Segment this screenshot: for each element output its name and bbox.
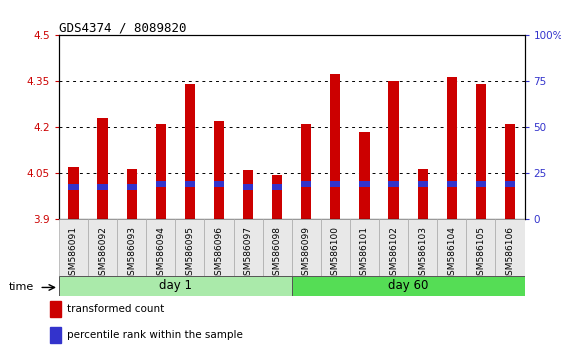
Bar xyxy=(127,184,137,190)
FancyBboxPatch shape xyxy=(146,219,175,276)
FancyBboxPatch shape xyxy=(117,219,146,276)
Bar xyxy=(214,121,224,219)
Bar xyxy=(476,85,486,219)
Bar xyxy=(388,81,399,219)
FancyBboxPatch shape xyxy=(175,219,204,276)
Bar xyxy=(185,85,195,219)
Text: GSM586103: GSM586103 xyxy=(418,226,427,281)
Text: percentile rank within the sample: percentile rank within the sample xyxy=(67,330,243,340)
FancyBboxPatch shape xyxy=(263,219,292,276)
Bar xyxy=(243,184,253,190)
Text: GSM586093: GSM586093 xyxy=(127,226,136,281)
Bar xyxy=(50,301,61,317)
Text: GSM586091: GSM586091 xyxy=(69,226,78,281)
Text: GSM586095: GSM586095 xyxy=(185,226,194,281)
FancyBboxPatch shape xyxy=(292,219,321,276)
Text: GSM586094: GSM586094 xyxy=(157,226,165,281)
Bar xyxy=(388,181,399,187)
Bar xyxy=(98,118,108,219)
Bar xyxy=(155,181,166,187)
Text: day 60: day 60 xyxy=(388,279,428,292)
Bar xyxy=(301,181,311,187)
FancyBboxPatch shape xyxy=(59,219,88,276)
Bar xyxy=(50,327,61,343)
Bar xyxy=(447,77,457,219)
FancyBboxPatch shape xyxy=(233,219,263,276)
Text: GSM586105: GSM586105 xyxy=(476,226,485,281)
Text: GSM586104: GSM586104 xyxy=(447,226,456,281)
Bar xyxy=(185,181,195,187)
Text: transformed count: transformed count xyxy=(67,304,164,314)
FancyBboxPatch shape xyxy=(437,219,466,276)
Bar xyxy=(155,124,166,219)
Bar xyxy=(330,74,341,219)
Text: day 1: day 1 xyxy=(159,279,192,292)
Text: GSM586102: GSM586102 xyxy=(389,226,398,281)
FancyBboxPatch shape xyxy=(88,219,117,276)
Bar xyxy=(330,181,341,187)
FancyBboxPatch shape xyxy=(350,219,379,276)
Text: GSM586096: GSM586096 xyxy=(214,226,223,281)
Bar xyxy=(98,184,108,190)
FancyBboxPatch shape xyxy=(466,219,495,276)
Text: GSM586098: GSM586098 xyxy=(273,226,282,281)
FancyBboxPatch shape xyxy=(379,219,408,276)
Text: GSM586101: GSM586101 xyxy=(360,226,369,281)
Bar xyxy=(447,181,457,187)
Bar xyxy=(301,124,311,219)
Text: GSM586097: GSM586097 xyxy=(243,226,252,281)
Text: GSM586099: GSM586099 xyxy=(302,226,311,281)
Bar xyxy=(214,181,224,187)
Text: GDS4374 / 8089820: GDS4374 / 8089820 xyxy=(59,21,186,34)
FancyBboxPatch shape xyxy=(408,219,437,276)
Text: GSM586092: GSM586092 xyxy=(98,226,107,281)
Bar xyxy=(360,181,370,187)
Text: GSM586100: GSM586100 xyxy=(331,226,340,281)
Bar xyxy=(476,181,486,187)
FancyBboxPatch shape xyxy=(292,276,525,296)
Text: time: time xyxy=(8,282,34,292)
Bar xyxy=(505,181,515,187)
FancyBboxPatch shape xyxy=(204,219,233,276)
Bar xyxy=(417,181,428,187)
Bar xyxy=(272,184,282,190)
Bar xyxy=(505,124,515,219)
FancyBboxPatch shape xyxy=(495,219,525,276)
Text: GSM586106: GSM586106 xyxy=(505,226,514,281)
FancyBboxPatch shape xyxy=(321,219,350,276)
Bar xyxy=(68,184,79,190)
Bar xyxy=(417,169,428,219)
Bar xyxy=(272,175,282,219)
Bar xyxy=(243,170,253,219)
Bar xyxy=(127,169,137,219)
Bar xyxy=(360,132,370,219)
FancyBboxPatch shape xyxy=(59,276,292,296)
Bar xyxy=(68,167,79,219)
